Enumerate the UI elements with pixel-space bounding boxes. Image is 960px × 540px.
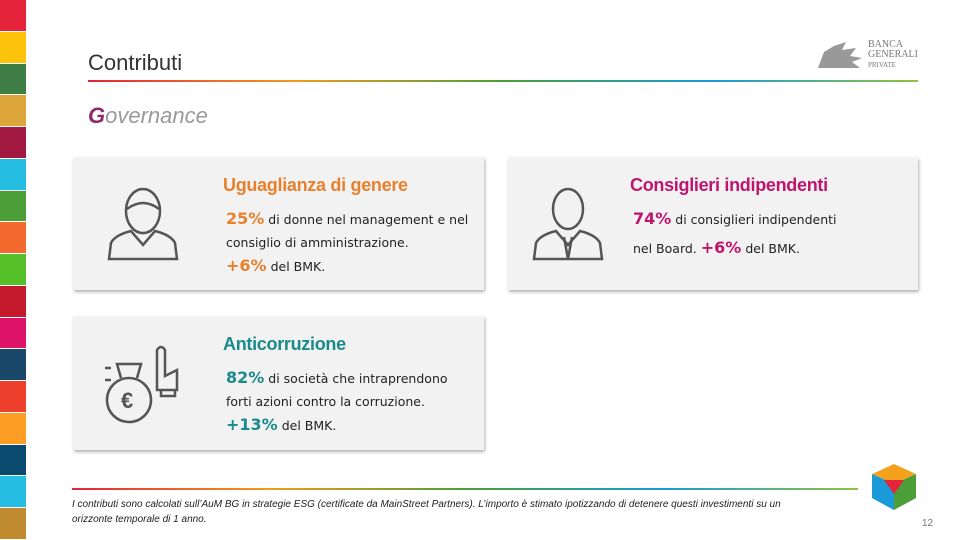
bmk: +13% [226,415,278,434]
header-rule [88,80,918,82]
stat-text: di società che intraprendono forti azion… [226,371,448,409]
card: Uguaglianza di genere 25% di donne nel m… [73,157,484,290]
svg-text:€: € [121,388,133,413]
logo-text: GENERALI [868,49,918,60]
stat-text: di consiglieri indipendenti nel Board. [633,212,837,256]
card: € Anticorruzione 82% di società che intr… [73,316,484,450]
logo-text: BANCA [868,39,904,50]
logo: BANCA GENERALI PRIVATE [816,40,920,70]
footnote: I contributi sono calcolati sull’AuM BG … [72,499,781,525]
woman-icon [107,187,179,261]
footer-rule [72,488,858,490]
card: Consiglieri indipendenti 74% di consigli… [508,157,918,290]
cube-logo [872,464,916,510]
stat: 25% [226,209,265,228]
stat: 74% [633,209,672,228]
logo-lion [818,42,862,68]
page-title: Contributi [88,50,183,75]
bmk-text: del BMK. [745,241,800,256]
bmk: +6% [226,256,267,275]
stat: 82% [226,368,265,387]
man-icon [532,187,604,261]
stat-text: di donne nel management e nel consiglio … [226,212,469,250]
section-title: Governance [88,103,208,128]
card-title: Anticorruzione [223,334,346,354]
bmk-text: del BMK. [281,418,337,433]
card-title: Uguaglianza di genere [223,175,408,195]
bmk-text: del BMK. [270,259,326,274]
bmk: +6% [700,238,742,257]
anticorruption-icon: € [105,345,179,424]
card-title: Consiglieri indipendenti [630,175,828,195]
logo-text: PRIVATE [868,61,896,69]
sdg-stripe [0,0,26,540]
page-number: 12 [922,518,934,529]
